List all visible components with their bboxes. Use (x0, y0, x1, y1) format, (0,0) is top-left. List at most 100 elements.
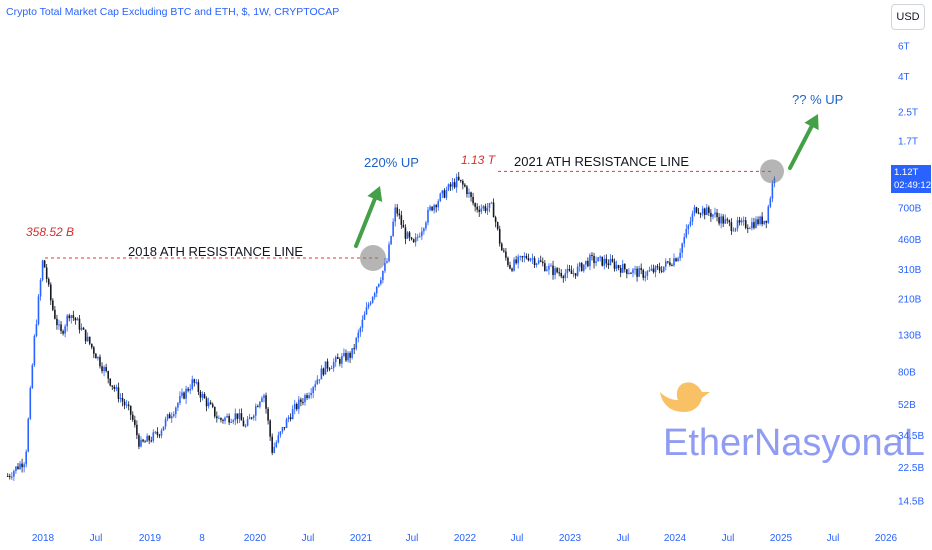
candle-body (361, 319, 364, 328)
candle-body (613, 261, 616, 269)
y-tick-label: 210B (898, 294, 922, 305)
candle-body (136, 424, 138, 436)
candle-body (648, 270, 651, 272)
y-tick-label: 310B (898, 265, 922, 276)
candle-body (394, 207, 396, 222)
candle-body (656, 266, 659, 268)
candle-body (617, 265, 620, 268)
candle-body (462, 180, 464, 185)
candle-body (367, 304, 370, 308)
candle-body (23, 464, 25, 468)
candle-body (757, 219, 759, 225)
candle-body (228, 415, 230, 423)
candle-body (82, 327, 85, 330)
candle-body (673, 258, 675, 266)
candle-body (619, 267, 622, 273)
candle-body (261, 397, 263, 402)
candle-body (166, 414, 169, 420)
candle-body (263, 395, 265, 398)
candle-body (177, 403, 179, 408)
candle-body (494, 217, 497, 223)
candle-body (195, 382, 198, 384)
up-arrow-2021 (354, 186, 383, 248)
candle-body (505, 251, 507, 258)
axes-group: 6T 4T 2.5T 1.7T 700B 460B 310B 210B 130B 80B 52B 34… (32, 41, 925, 544)
candle-body (410, 237, 413, 240)
candle-body (632, 269, 634, 273)
breakout-circle-2024 (760, 159, 784, 184)
candle-body (197, 382, 200, 392)
candle-body (769, 198, 772, 207)
candle-body (683, 237, 686, 244)
candle-body (503, 250, 505, 252)
candle-body (533, 258, 536, 266)
candle-body (742, 220, 745, 222)
candle-body (373, 293, 376, 298)
candle-body (496, 222, 499, 229)
candle-body (615, 265, 618, 269)
candle-body (507, 257, 509, 265)
candle-body (443, 190, 446, 198)
candle-body (13, 471, 15, 477)
candle-body (564, 273, 567, 279)
candle-body (134, 419, 136, 425)
candle-body (515, 259, 517, 264)
candle-body (685, 229, 688, 238)
candle-body (56, 318, 58, 326)
candle-body (216, 416, 218, 419)
candle-body (587, 260, 589, 267)
candle-body (371, 297, 374, 303)
candle-body (193, 379, 196, 383)
candle-body (230, 421, 232, 423)
candle-body (211, 404, 214, 407)
candle-body (724, 219, 727, 224)
candle-body (201, 394, 204, 398)
candle-body (6, 475, 9, 477)
candle-body (97, 356, 99, 359)
candle-body (43, 260, 46, 268)
candle-body (84, 329, 87, 342)
candle-body (380, 280, 382, 284)
y-tick-label: 1.7T (898, 136, 918, 147)
candle-body (412, 239, 415, 243)
candle-body (168, 414, 171, 419)
candle-body (457, 176, 460, 180)
candle-body (170, 416, 173, 419)
candle-body (753, 222, 755, 228)
candle-body (585, 260, 587, 265)
candle-body (576, 266, 579, 276)
candle-body (597, 257, 599, 262)
candle-body (605, 258, 608, 264)
candle-body (716, 212, 718, 218)
candle-body (353, 348, 355, 350)
candle-body (33, 335, 36, 366)
candle-body (78, 318, 81, 330)
candle-body (267, 408, 269, 421)
candle-body (218, 418, 220, 420)
candle-body (609, 258, 612, 266)
candle-body (691, 213, 694, 222)
y-tick-label: 6T (898, 41, 910, 52)
candle-body (466, 186, 468, 194)
candle-body (759, 216, 761, 225)
candle-body (357, 332, 360, 338)
candle-body (129, 405, 132, 415)
candle-body (599, 256, 601, 258)
candle-body (279, 431, 282, 436)
candle-body (205, 398, 208, 407)
candle-body (484, 206, 487, 212)
x-tick-label: 2022 (454, 533, 477, 544)
candle-body (535, 263, 538, 266)
candle-body (304, 395, 306, 403)
candle-body (140, 439, 142, 447)
candle-body (269, 420, 271, 437)
candle-body (363, 314, 366, 320)
candle-body (191, 379, 194, 389)
candle-body (500, 243, 503, 251)
currency-button[interactable]: USD (891, 4, 925, 30)
candle-body (273, 446, 276, 453)
bar-countdown: 02:49:12 (894, 180, 931, 191)
candle-body (578, 263, 581, 267)
candle-body (390, 236, 392, 245)
